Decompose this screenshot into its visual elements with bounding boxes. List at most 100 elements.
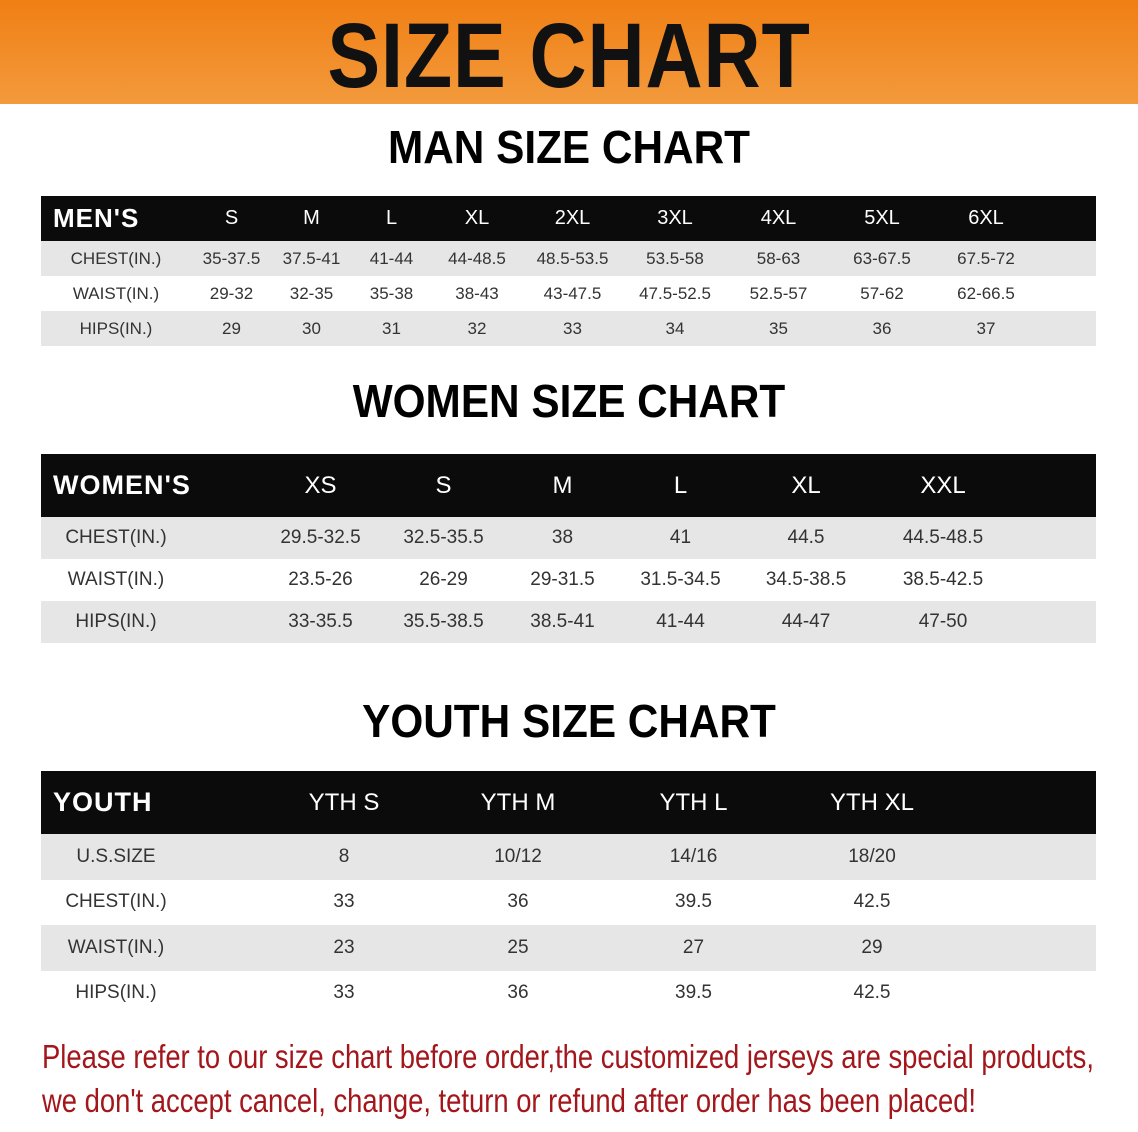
table-row: U.S.SIZE 8 10/12 14/16 18/20 <box>41 834 1096 880</box>
table-cell: 25 <box>507 936 529 958</box>
table-cell: 23 <box>333 936 355 958</box>
table-cell: 38 <box>551 527 574 548</box>
row-label: U.S.SIZE <box>41 846 257 868</box>
table-cell: 29-31.5 <box>530 569 595 590</box>
table-cell: 30 <box>302 318 321 338</box>
table-cell: 36 <box>507 982 529 1004</box>
size-header: 5XL <box>864 207 900 229</box>
table-cell: 37.5-41 <box>282 248 341 268</box>
table-row: CHEST(IN.) 33 36 39.5 42.5 <box>41 879 1096 925</box>
row-label: HIPS(IN.) <box>41 611 258 633</box>
table-cell: 44.5 <box>787 527 825 548</box>
table-cell: 35.5-38.5 <box>403 611 484 632</box>
notice-line-2: we don't accept cancel, change, teturn o… <box>42 1082 977 1119</box>
table-cell: 62-66.5 <box>957 283 1015 303</box>
table-cell: 29 <box>222 318 241 338</box>
size-header: YTH L <box>659 788 728 816</box>
size-header: 3XL <box>657 207 693 229</box>
size-header: L <box>673 471 688 499</box>
table-row: CHEST(IN.) 29.5-32.5 32.5-35.5 38 41 44.5 44.5… <box>41 517 1096 559</box>
size-header: M <box>303 207 320 229</box>
men-size-table: MEN'S S M L XL 2XL 3XL 4XL 5XL 6XL CHEST(IN.) 35-37… <box>41 196 1096 346</box>
size-header: XXL <box>920 471 966 499</box>
row-label-text: HIPS(IN.) <box>79 318 153 338</box>
row-label-text: WAIST(IN.) <box>72 283 160 303</box>
table-cell: 32.5-35.5 <box>403 527 484 548</box>
table-cell: 23.5-26 <box>288 569 353 590</box>
table-cell: 31.5-34.5 <box>640 569 721 590</box>
row-label-text: CHEST(IN.) <box>65 891 167 913</box>
row-label: CHEST(IN.) <box>41 527 258 549</box>
size-header: 2XL <box>554 207 591 229</box>
table-cell: 32 <box>467 318 487 338</box>
table-cell: 26-29 <box>419 569 468 590</box>
size-header: XS <box>304 471 337 499</box>
page-title: SIZE CHART <box>327 5 811 107</box>
size-header: 4XL <box>760 207 797 229</box>
table-cell: 29-32 <box>209 283 254 303</box>
table-cell: 10/12 <box>494 845 542 867</box>
table-cell: 27 <box>682 936 705 958</box>
size-header: L <box>385 207 398 229</box>
row-label: CHEST(IN.) <box>41 249 191 269</box>
size-header: M <box>552 471 573 499</box>
youth-size-table: YOUTH YTH S YTH M YTH L YTH XL U.S.SIZE 8 10/12… <box>41 771 1096 1016</box>
size-header: S <box>224 207 239 229</box>
table-cell: 35 <box>769 318 788 338</box>
table-corner-label: WOMEN'S <box>53 470 191 500</box>
table-cell: 67.5-72 <box>957 248 1015 268</box>
table-cell: 38.5-42.5 <box>902 569 984 590</box>
table-cell: 57-62 <box>860 283 904 303</box>
size-header: YTH XL <box>829 788 915 816</box>
table-cell: 47-50 <box>918 611 968 632</box>
table-row: CHEST(IN.) 35-37.5 37.5-41 41-44 44-48.5 48.5… <box>41 241 1096 276</box>
table-cell: 38-43 <box>455 283 499 303</box>
row-label-text: WAIST(IN.) <box>67 936 165 958</box>
men-section-title: MAN SIZE CHART <box>387 121 751 173</box>
notice-line-1: Please refer to our size chart before or… <box>42 1038 1094 1075</box>
table-cell: 42.5 <box>853 891 891 913</box>
row-label: CHEST(IN.) <box>41 891 257 913</box>
row-label-text: HIPS(IN.) <box>75 982 157 1004</box>
size-header: YTH S <box>308 788 380 816</box>
table-row: HIPS(IN.) 29 30 31 32 33 34 35 36 37 <box>41 311 1096 346</box>
row-label: WAIST(IN.) <box>41 284 191 304</box>
table-cell: 38.5-41 <box>530 611 595 632</box>
table-cell: 47.5-52.5 <box>639 283 711 303</box>
table-cell: 29.5-32.5 <box>280 527 361 548</box>
table-cell: 18/20 <box>848 845 896 867</box>
women-size-table: WOMEN'S XS S M L XL XXL CHEST(IN.) 29.5-32.5 32.5… <box>41 454 1096 643</box>
table-cell: 32-35 <box>289 283 334 303</box>
row-label-text: CHEST(IN.) <box>65 527 167 548</box>
table-cell: 33-35.5 <box>288 611 353 632</box>
table-row: WAIST(IN.) 29-32 32-35 35-38 38-43 43-47.5 47.… <box>41 276 1096 311</box>
table-cell: 34.5-38.5 <box>765 569 847 590</box>
table-cell: 34 <box>665 318 685 338</box>
table-cell: 36 <box>872 318 892 338</box>
table-cell: 8 <box>338 845 350 867</box>
row-label: HIPS(IN.) <box>41 982 257 1004</box>
table-cell: 41-44 <box>369 248 414 268</box>
table-cell: 44.5-48.5 <box>902 527 984 548</box>
table-header-row: YOUTH YTH S YTH M YTH L YTH XL <box>41 771 1096 834</box>
size-header: XL <box>464 207 490 229</box>
table-cell: 42.5 <box>853 982 891 1004</box>
table-cell: 35-37.5 <box>202 248 261 268</box>
row-label: WAIST(IN.) <box>41 937 257 959</box>
table-row: HIPS(IN.) 33-35.5 35.5-38.5 38.5-41 41-44 44-… <box>41 601 1096 643</box>
table-corner-label: YOUTH <box>53 787 153 817</box>
table-cell: 52.5-57 <box>749 283 808 303</box>
table-cell: 41 <box>669 527 692 548</box>
table-cell: 36 <box>507 891 529 913</box>
table-cell: 39.5 <box>675 982 712 1004</box>
table-cell: 33 <box>333 891 355 913</box>
size-header: XL <box>791 471 821 499</box>
table-cell: 41-44 <box>656 611 705 632</box>
row-label-text: U.S.SIZE <box>76 845 156 867</box>
banner: SIZE CHART <box>0 0 1138 107</box>
table-cell: 53.5-58 <box>646 248 704 268</box>
table-corner-label: MEN'S <box>53 203 140 233</box>
row-label-text: HIPS(IN.) <box>75 611 157 632</box>
table-cell: 63-67.5 <box>853 248 911 268</box>
table-cell: 44-48.5 <box>448 248 506 268</box>
